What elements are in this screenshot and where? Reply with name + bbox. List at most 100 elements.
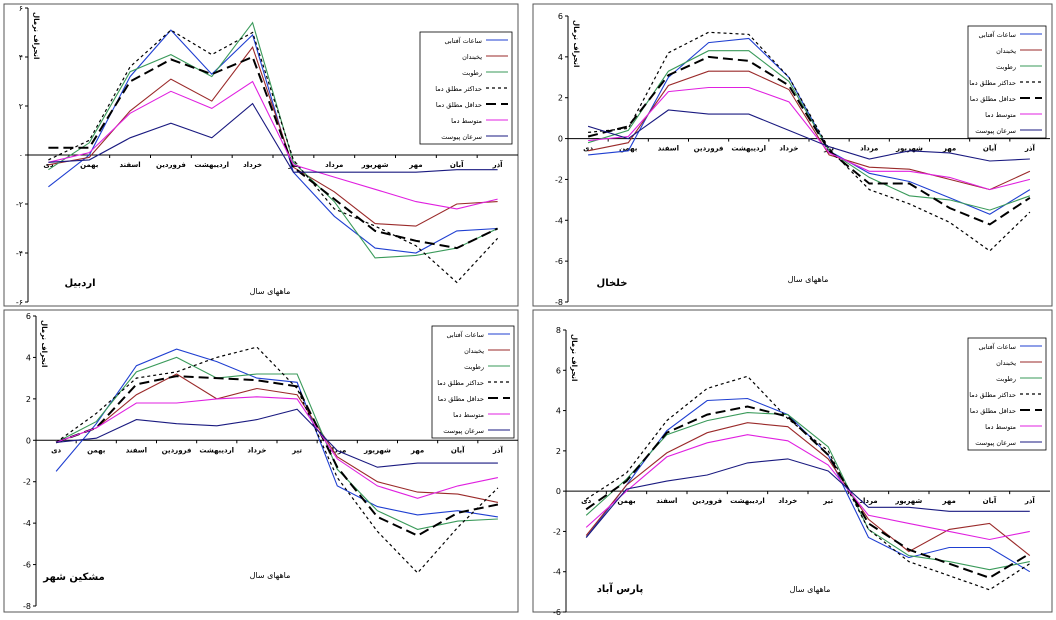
y-tick-label: -6 <box>555 257 563 266</box>
x-tick-label: تیر <box>823 145 834 153</box>
y-tick-label: 0 <box>558 135 563 144</box>
x-axis-label: ماههای سال <box>250 571 291 580</box>
legend-label: رطوبت <box>462 69 482 77</box>
legend-label: متوسط دما <box>985 423 1016 431</box>
y-axis-label: انحراف نرمال <box>572 20 580 67</box>
series-line-1 <box>585 422 1031 557</box>
x-tick-label: بهمن <box>619 145 638 153</box>
x-tick-label: مهر <box>942 145 956 153</box>
y-tick-label: 0 <box>556 487 561 496</box>
x-tick-label: مرداد <box>859 497 877 505</box>
legend-label: سرعان پیوست <box>975 127 1016 135</box>
x-tick-label: خرداد <box>247 446 266 454</box>
y-tick-label: -2 <box>23 478 31 487</box>
y-tick-label: 2 <box>556 447 561 456</box>
y-tick-label: 2 <box>26 395 31 404</box>
x-tick-label: اسفند <box>658 145 679 153</box>
legend-label: یخبندان <box>462 53 482 61</box>
legend-label: یخبندان <box>996 359 1016 367</box>
legend-label: حداقل مطلق دما <box>436 101 482 109</box>
y-axis-label: انحراف نرمال <box>32 12 40 59</box>
y-tick-label: 6 <box>558 12 563 21</box>
series-line-2 <box>585 412 1030 571</box>
y-tick-label: -۶ <box>16 298 23 307</box>
x-tick-label: بهمن <box>617 497 636 505</box>
y-tick-label: -۲ <box>16 200 23 209</box>
y-tick-label: -2 <box>553 527 561 536</box>
series-line-5 <box>55 396 499 499</box>
series-line-3 <box>585 375 1031 591</box>
series-line-6 <box>56 408 498 468</box>
x-tick-label: مهر <box>408 161 422 169</box>
y-tick-label: 2 <box>558 94 563 103</box>
x-tick-label: دی <box>51 446 61 454</box>
x-tick-label: اردیبهشت <box>199 446 234 454</box>
x-tick-label: فروردین <box>162 446 192 454</box>
y-tick-label: -۴ <box>16 249 23 258</box>
x-tick-label: آذر <box>492 160 504 169</box>
x-tick-label: آبان <box>450 160 464 169</box>
y-tick-label: ۶ <box>19 4 23 13</box>
y-tick-label: -6 <box>23 561 31 570</box>
y-tick-label: -4 <box>553 568 561 577</box>
x-axis-label: ماههای سال <box>790 585 831 594</box>
x-tick-label: اسفند <box>119 161 140 169</box>
legend-label: سرعان پیوست <box>443 427 484 435</box>
x-tick-label: فروردین <box>694 145 724 153</box>
series-line-5 <box>48 80 498 210</box>
series-line-1 <box>587 70 1031 191</box>
x-tick-label: شهریور <box>363 446 391 454</box>
x-tick-label: اسفند <box>126 446 147 454</box>
y-tick-label: ۰ <box>19 151 23 160</box>
y-tick-label: ۲ <box>19 102 23 111</box>
y-tick-label: -8 <box>23 602 31 611</box>
legend-box <box>419 31 513 145</box>
x-tick-label: مهر <box>410 446 424 454</box>
x-tick-label: آذر <box>492 445 504 454</box>
x-tick-label: شهریور <box>894 497 922 505</box>
x-tick-label: دی <box>583 145 593 153</box>
y-tick-label: 8 <box>556 326 561 335</box>
y-tick-label: 4 <box>558 53 563 62</box>
x-tick-label: آبان <box>451 445 465 454</box>
x-tick-label: اردیبهشت <box>730 497 765 505</box>
x-axis-label: ماههای سال <box>788 275 829 284</box>
x-tick-label: تیر <box>822 497 833 505</box>
series-line-4 <box>585 405 1031 579</box>
chart-title: اردبیل <box>64 278 95 289</box>
x-tick-label: مهر <box>942 497 956 505</box>
legend-label: متوسط دما <box>451 117 482 125</box>
y-tick-label: 6 <box>26 312 31 321</box>
y-axis-label: انحراف نرمال <box>40 320 48 367</box>
series-line-0 <box>55 348 498 518</box>
y-tick-label: ۴ <box>19 53 23 62</box>
series-line-2 <box>48 21 498 259</box>
y-tick-label: -2 <box>555 175 563 184</box>
y-tick-label: 4 <box>26 353 31 362</box>
x-tick-label: مرداد <box>860 145 878 153</box>
y-tick-label: 4 <box>556 407 561 416</box>
x-tick-label: مرداد <box>325 161 343 169</box>
y-tick-label: 0 <box>26 436 31 445</box>
series-line-5 <box>585 434 1030 541</box>
y-tick-label: -6 <box>553 608 561 616</box>
chart-title: خلخال <box>597 278 628 289</box>
x-tick-label: خرداد <box>778 497 797 505</box>
series-line-0 <box>588 37 1031 215</box>
series-line-3 <box>588 31 1031 252</box>
x-tick-label: شهریور <box>361 161 389 169</box>
series-line-6 <box>585 458 1030 538</box>
chart-panel-3: -6 -4 -2 0 2 4 6 8 دی بهمن اسفند فروردین اردیبهشت خرد… <box>532 309 1053 617</box>
legend-label: حداکثر مطلق دما <box>969 79 1016 87</box>
legend-label: حداقل مطلق دما <box>970 95 1016 103</box>
legend-label: متوسط دما <box>985 111 1016 119</box>
series-line-4 <box>48 55 499 250</box>
panel-frame <box>532 3 1053 307</box>
x-tick-label: آبان <box>983 144 997 153</box>
legend-label: رطوبت <box>996 63 1016 71</box>
x-tick-label: خرداد <box>779 145 798 153</box>
series-line-0 <box>48 29 498 254</box>
